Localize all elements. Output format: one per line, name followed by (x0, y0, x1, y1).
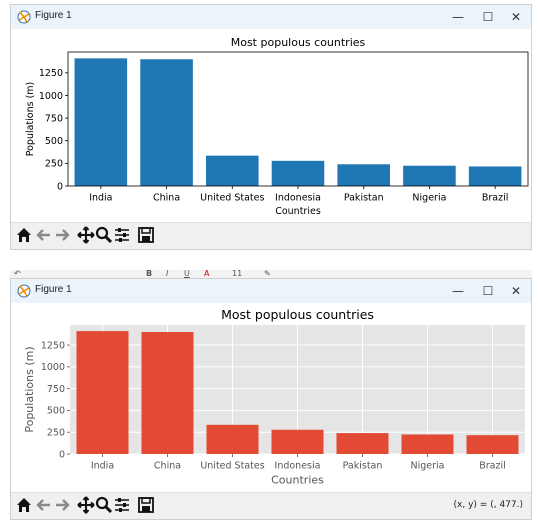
close-button[interactable]: ✕ (510, 284, 522, 298)
x-tick-label-3: Indonesia (275, 461, 321, 472)
bar-united-states (206, 424, 259, 454)
y-axis-label: Populations (m) (23, 346, 36, 432)
navigation-toolbar (11, 222, 531, 249)
cursor-coordinates: (x, y) = (, 477.) (453, 500, 523, 510)
save-icon[interactable] (137, 496, 155, 514)
y-tick-label-1: 250 (47, 428, 65, 439)
x-axis-label: Countries (275, 206, 321, 217)
x-axis-label: Countries (271, 474, 324, 487)
y-tick-label-3: 750 (47, 384, 65, 395)
y-tick-label-2: 500 (45, 136, 63, 147)
font-size-select[interactable]: 11 (232, 270, 243, 278)
x-tick-label-1: China (154, 461, 181, 472)
x-tick-label-2: United States (200, 193, 264, 204)
bold-button[interactable]: B (146, 270, 153, 278)
configure-icon[interactable] (113, 226, 131, 244)
y-tick-label-5: 1250 (41, 340, 65, 351)
zoom-icon[interactable] (95, 226, 113, 244)
font-color-button[interactable]: A (204, 270, 210, 278)
bar-pakistan (336, 433, 389, 454)
minimize-button[interactable]: — (452, 10, 464, 24)
back-icon[interactable] (35, 496, 53, 514)
x-tick-label-5: Nigeria (412, 193, 446, 204)
figure-window-2: Figure 1 — ☐ ✕ 0 250 500 750 1000 1250 India Ch… (10, 278, 532, 520)
y-tick-label-0: 0 (59, 449, 65, 460)
bar-nigeria (403, 165, 456, 186)
bar-pakistan (337, 164, 390, 186)
underline-button[interactable]: U (184, 270, 190, 278)
forward-icon[interactable] (53, 496, 71, 514)
chart-title: Most populous countries (231, 36, 366, 49)
back-icon[interactable] (35, 226, 53, 244)
x-tick-label-4: Pakistan (344, 193, 384, 204)
title-bar[interactable]: Figure 1 — ☐ ✕ (11, 279, 531, 303)
window-title: Figure 1 (35, 284, 72, 295)
zoom-icon[interactable] (95, 496, 113, 514)
forward-icon[interactable] (53, 226, 71, 244)
x-tick-label-6: Brazil (482, 193, 509, 204)
x-tick-label-3: Indonesia (275, 193, 321, 204)
y-tick-label-2: 500 (47, 406, 65, 417)
bar-indonesia (271, 429, 324, 454)
x-tick-label-0: India (89, 193, 112, 204)
save-icon[interactable] (137, 226, 155, 244)
minimize-button[interactable]: — (452, 284, 464, 298)
figure-window-1: Figure 1 — ☐ ✕ 0 250 500 750 1000 1250 India Ch… (10, 4, 532, 250)
title-bar[interactable]: Figure 1 — ☐ ✕ (11, 5, 531, 29)
home-icon[interactable] (15, 226, 33, 244)
navigation-toolbar: (x, y) = (, 477.) (11, 492, 531, 519)
undo-icon[interactable]: ↶ (14, 270, 21, 278)
y-tick-label-4: 1000 (39, 91, 63, 102)
bar-indonesia (271, 160, 325, 186)
pan-icon[interactable] (77, 226, 95, 244)
y-tick-label-0: 0 (57, 181, 63, 192)
y-axis-label: Populations (m) (25, 82, 36, 157)
y-tick-label-1: 250 (45, 159, 63, 170)
x-tick-label-4: Pakistan (343, 461, 383, 472)
bar-china (140, 59, 193, 186)
pan-icon[interactable] (77, 496, 95, 514)
x-tick-label-1: China (153, 193, 180, 204)
highlight-icon[interactable]: ✎ (264, 270, 271, 278)
chart-title: Most populous countries (221, 307, 374, 322)
x-tick-label-6: Brazil (479, 461, 506, 472)
x-tick-label-2: United States (200, 461, 264, 472)
home-icon[interactable] (15, 496, 33, 514)
y-tick-label-4: 1000 (41, 362, 65, 373)
chart-canvas[interactable]: 0 250 500 750 1000 1250 India China United State… (11, 303, 533, 493)
bar-india (76, 331, 129, 454)
chart-canvas[interactable]: 0 250 500 750 1000 1250 India China United State… (11, 29, 533, 223)
matplotlib-app-icon (17, 10, 31, 24)
close-button[interactable]: ✕ (510, 10, 522, 24)
window-title: Figure 1 (35, 10, 72, 21)
y-tick-label-5: 1250 (39, 68, 63, 79)
bar-brazil (466, 435, 519, 454)
maximize-button[interactable]: ☐ (482, 10, 494, 24)
bar-united-states (206, 155, 259, 186)
bar-nigeria (401, 434, 454, 454)
bar-china (141, 331, 194, 454)
bar-india (74, 58, 128, 186)
bar-brazil (468, 166, 522, 186)
background-app-toolbar-strip: ↶ B I U A 11 ✎ (10, 270, 532, 279)
matplotlib-app-icon (17, 284, 31, 298)
italic-button[interactable]: I (166, 270, 169, 278)
x-tick-label-0: India (91, 461, 114, 472)
maximize-button[interactable]: ☐ (482, 284, 494, 298)
y-tick-label-3: 750 (45, 113, 63, 124)
x-tick-label-5: Nigeria (411, 461, 445, 472)
configure-icon[interactable] (113, 496, 131, 514)
